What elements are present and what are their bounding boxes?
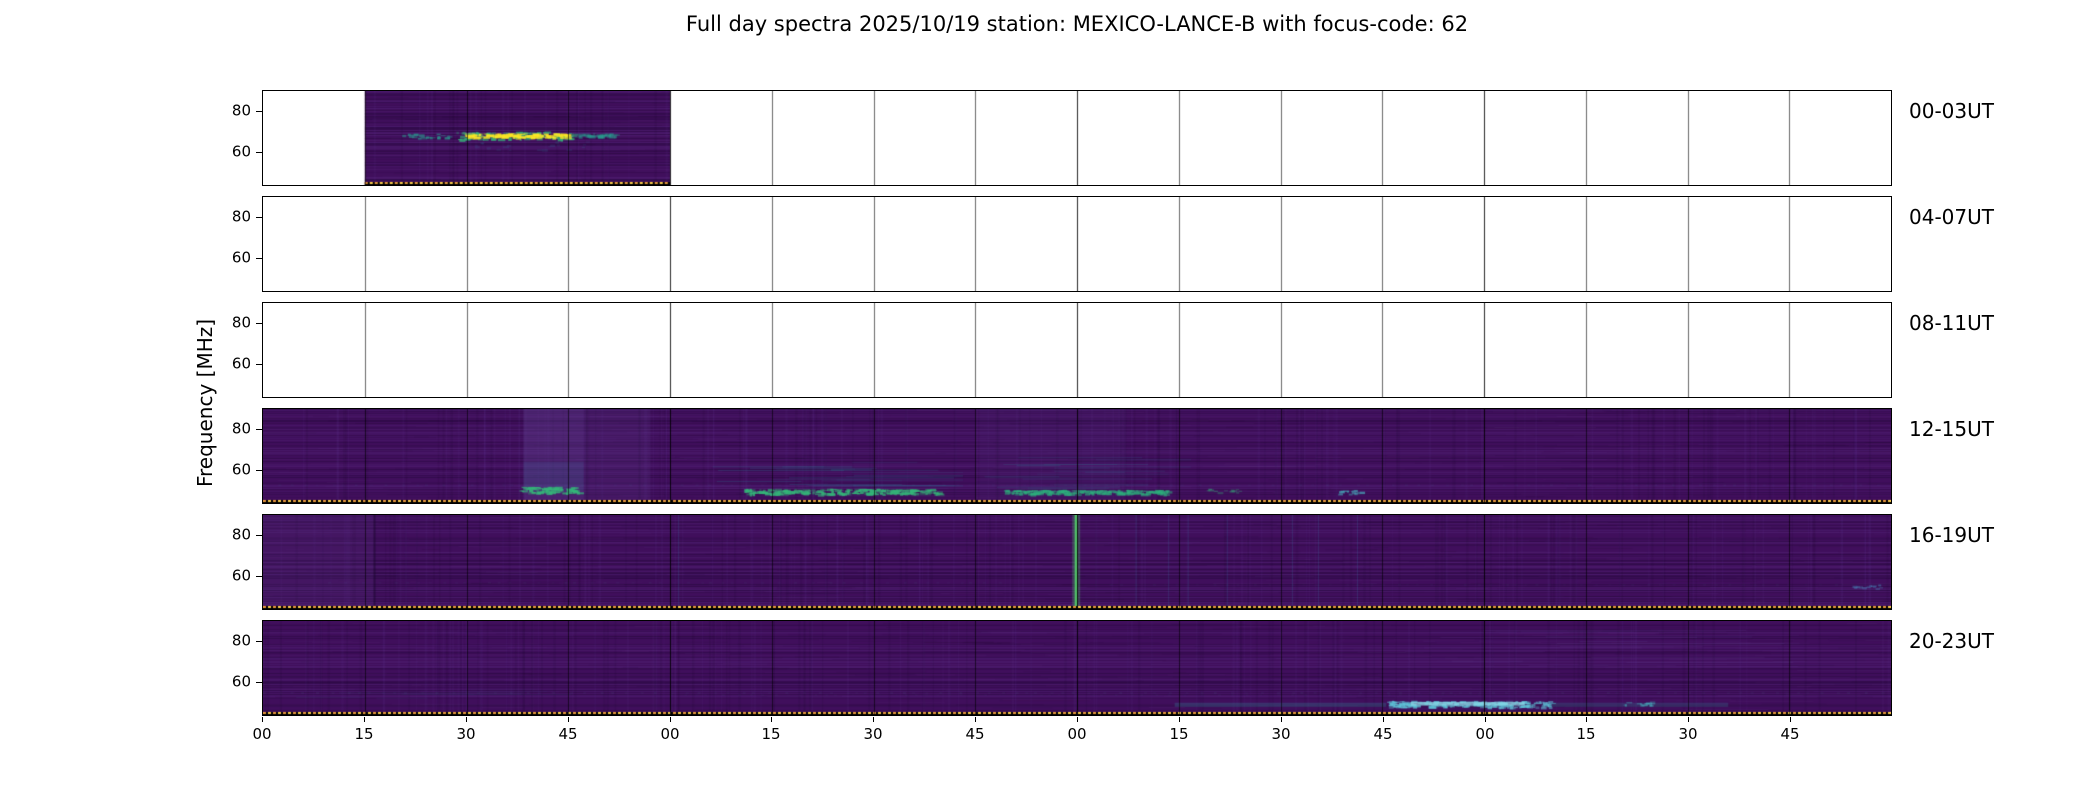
y-axis-label: Frequency [MHz] <box>193 318 217 488</box>
x-tick-label: 30 <box>863 725 883 743</box>
x-tick-label: 15 <box>1576 725 1596 743</box>
y-tick-mark <box>256 152 262 153</box>
spectrogram-canvas-08-11 <box>263 303 1891 397</box>
x-tick-mark <box>1281 717 1282 722</box>
y-tick-label: 60 <box>231 566 251 585</box>
x-tick-mark <box>568 717 569 722</box>
y-tick-label: 60 <box>231 460 251 479</box>
x-tick-mark <box>975 717 976 722</box>
x-tick-mark <box>1485 717 1486 722</box>
x-tick-label: 00 <box>660 725 680 743</box>
x-tick-label: 00 <box>1067 725 1087 743</box>
y-tick-mark <box>256 470 262 471</box>
y-tick-mark <box>256 576 262 577</box>
panel-row-00-03: 00-03UT 80 60 <box>232 90 1994 186</box>
x-tick-label: 30 <box>456 725 476 743</box>
y-tick-mark <box>256 682 262 683</box>
x-tick-mark <box>1790 717 1791 722</box>
spectrogram-canvas-04-07 <box>263 197 1891 291</box>
y-tick-mark <box>256 429 262 430</box>
y-tick-label: 80 <box>231 419 251 438</box>
y-tick-mark <box>256 364 262 365</box>
x-tick-mark <box>1383 717 1384 722</box>
panel-time-label: 12-15UT <box>1909 417 1994 441</box>
y-tick-label: 60 <box>231 354 251 373</box>
y-tick-label: 80 <box>231 101 251 120</box>
x-tick-mark <box>1586 717 1587 722</box>
x-tick-mark <box>670 717 671 722</box>
x-tick-label: 45 <box>965 725 985 743</box>
spectrogram-canvas-20-23 <box>263 621 1891 715</box>
y-tick-mark <box>256 323 262 324</box>
x-tick-label: 30 <box>1678 725 1698 743</box>
panel-time-label: 04-07UT <box>1909 205 1994 229</box>
x-tick-mark <box>1077 717 1078 722</box>
panel-row-12-15: 12-15UT 80 60 <box>232 408 1994 504</box>
x-tick-label: 15 <box>761 725 781 743</box>
y-tick-mark <box>256 217 262 218</box>
x-axis: 00 15 30 45 00 15 30 45 00 15 30 45 00 15 30 45 <box>252 717 1892 749</box>
y-tick-label: 60 <box>231 142 251 161</box>
x-tick-mark <box>262 717 263 722</box>
x-tick-label: 30 <box>1271 725 1291 743</box>
x-tick-mark <box>1179 717 1180 722</box>
figure-title: Full day spectra 2025/10/19 station: MEX… <box>685 12 1469 36</box>
panel-time-label: 20-23UT <box>1909 629 1994 653</box>
panel-row-04-07: 04-07UT 80 60 <box>232 196 1994 292</box>
x-tick-label: 15 <box>1169 725 1189 743</box>
x-tick-label: 45 <box>1780 725 1800 743</box>
y-tick-label: 80 <box>231 525 251 544</box>
x-tick-mark <box>466 717 467 722</box>
panel-time-label: 08-11UT <box>1909 311 1994 335</box>
y-tick-mark <box>256 111 262 112</box>
y-tick-mark <box>256 258 262 259</box>
y-tick-label: 60 <box>231 248 251 267</box>
panel-time-label: 00-03UT <box>1909 99 1994 123</box>
x-tick-mark <box>771 717 772 722</box>
spectrogram-canvas-12-15 <box>263 409 1891 503</box>
y-tick-label: 80 <box>231 313 251 332</box>
x-tick-label: 45 <box>558 725 578 743</box>
x-tick-mark <box>1688 717 1689 722</box>
x-tick-mark <box>364 717 365 722</box>
x-tick-mark <box>873 717 874 722</box>
panel-row-20-23: 20-23UT 80 60 <box>232 620 1994 716</box>
x-tick-label: 15 <box>354 725 374 743</box>
panel-row-08-11: 08-11UT 80 60 <box>232 302 1994 398</box>
spectrogram-canvas-00-03 <box>263 91 1891 185</box>
y-tick-mark <box>256 641 262 642</box>
y-tick-label: 60 <box>231 672 251 691</box>
y-tick-mark <box>256 535 262 536</box>
x-tick-label: 00 <box>252 725 272 743</box>
spectrogram-canvas-16-19 <box>263 515 1891 609</box>
x-tick-label: 00 <box>1475 725 1495 743</box>
panel-time-label: 16-19UT <box>1909 523 1994 547</box>
y-tick-label: 80 <box>231 631 251 650</box>
x-tick-label: 45 <box>1373 725 1393 743</box>
panel-row-16-19: 16-19UT 80 60 <box>232 514 1994 610</box>
y-tick-label: 80 <box>231 207 251 226</box>
